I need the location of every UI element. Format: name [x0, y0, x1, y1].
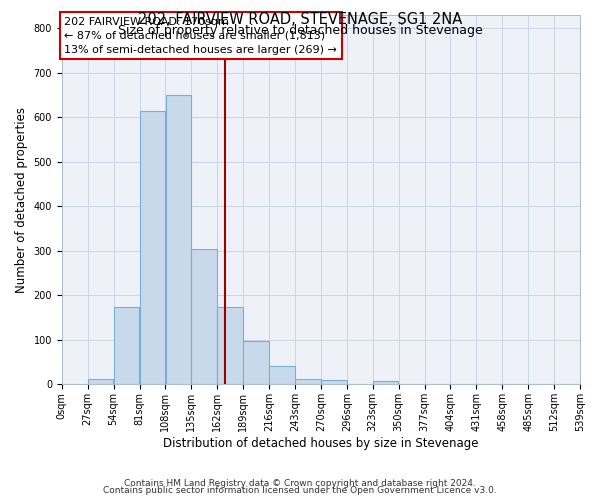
Bar: [269, 366, 295, 384]
Text: 202 FAIRVIEW ROAD: 170sqm
← 87% of detached houses are smaller (1,813)
13% of se: 202 FAIRVIEW ROAD: 170sqm ← 87% of detac…: [64, 17, 337, 55]
Bar: [321, 380, 347, 384]
Bar: [243, 342, 269, 384]
Bar: [88, 379, 113, 384]
Bar: [114, 306, 139, 384]
Bar: [191, 248, 217, 384]
Y-axis label: Number of detached properties: Number of detached properties: [15, 106, 28, 292]
Text: Contains HM Land Registry data © Crown copyright and database right 2024.: Contains HM Land Registry data © Crown c…: [124, 478, 476, 488]
Bar: [295, 379, 321, 384]
Text: 202, FAIRVIEW ROAD, STEVENAGE, SG1 2NA: 202, FAIRVIEW ROAD, STEVENAGE, SG1 2NA: [138, 12, 462, 28]
Bar: [217, 306, 243, 384]
Bar: [373, 381, 398, 384]
Text: Contains public sector information licensed under the Open Government Licence v3: Contains public sector information licen…: [103, 486, 497, 495]
Text: Size of property relative to detached houses in Stevenage: Size of property relative to detached ho…: [118, 24, 482, 37]
X-axis label: Distribution of detached houses by size in Stevenage: Distribution of detached houses by size …: [163, 437, 479, 450]
Bar: [140, 110, 165, 384]
Bar: [166, 95, 191, 384]
